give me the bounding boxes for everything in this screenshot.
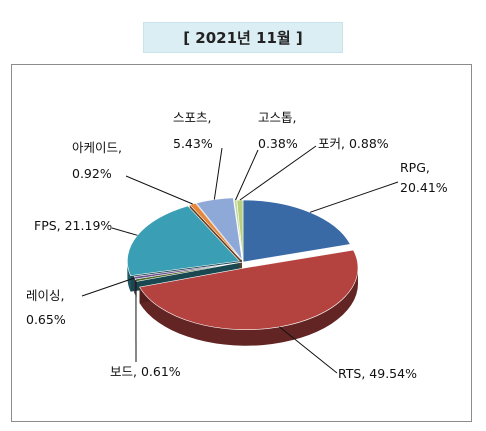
leader-line <box>309 181 399 213</box>
leader-line <box>213 147 223 200</box>
slice-value-label: 5.43% <box>173 136 213 151</box>
pie-slice-FPS <box>127 205 240 276</box>
pie-slice-RPG <box>242 199 351 263</box>
leader-line <box>279 326 338 374</box>
leader-line <box>111 227 138 236</box>
slice-value-label: 0.65% <box>26 312 66 327</box>
slice-label: RPG, <box>400 160 430 175</box>
slice-label: 레이싱, <box>26 288 64 303</box>
slice-label: FPS, 21.19% <box>34 218 112 233</box>
pie-slice-스포츠 <box>195 197 243 261</box>
slice-label: 보드, 0.61% <box>110 364 181 379</box>
slice-side <box>134 276 136 296</box>
slice-label: 스포츠, <box>173 110 211 125</box>
slice-label: 고스톱, <box>258 110 296 125</box>
pie-slice-포커 <box>236 199 244 263</box>
chart-title: [ 2021년 11월 ] <box>183 29 303 47</box>
slice-value-label: 20.41% <box>400 180 448 195</box>
leader-line <box>125 175 193 205</box>
leader-line <box>239 145 317 201</box>
slice-label: RTS, 49.54% <box>338 366 417 381</box>
leader-line <box>81 277 135 297</box>
slice-wall <box>139 267 358 346</box>
leader-line <box>235 149 259 201</box>
slice-value-label: 0.92% <box>72 166 112 181</box>
slice-label: 포커, 0.88% <box>318 136 389 151</box>
slice-wall <box>134 276 136 296</box>
slice-label: 아케이드, <box>72 140 122 155</box>
chart-title-box: [ 2021년 11월 ] <box>143 22 343 53</box>
slice-value-label: 0.38% <box>258 136 298 151</box>
